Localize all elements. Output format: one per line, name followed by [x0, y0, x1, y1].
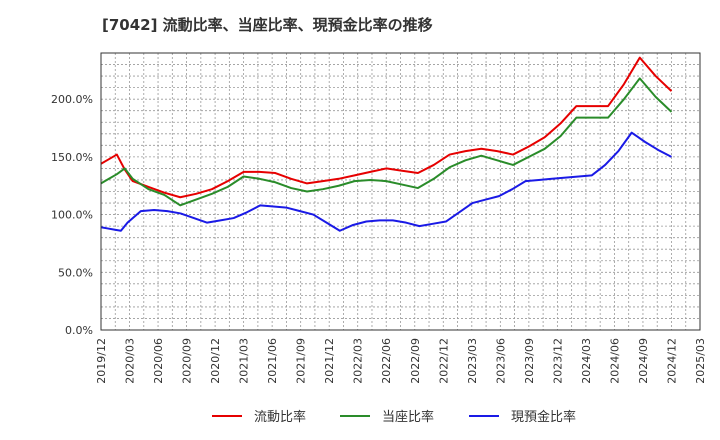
series-line-3 — [100, 131, 672, 232]
legend-label-1: 流動比率 — [254, 409, 306, 425]
x-tick-label: 2021/03 — [238, 338, 251, 384]
legend: 流動比率 当座比率 現預金比率 — [212, 409, 576, 425]
y-tick-label: 100.0% — [51, 209, 93, 222]
x-tick-label: 2020/06 — [152, 338, 165, 384]
y-tick-label: 150.0% — [51, 151, 93, 164]
x-tick-label: 2021/12 — [323, 338, 336, 384]
x-tick-label: 2022/06 — [380, 338, 393, 384]
x-tick-label: 2023/09 — [523, 338, 536, 384]
series-layer — [100, 56, 673, 232]
x-tick-label: 2025/03 — [694, 338, 707, 384]
legend-label-2: 当座比率 — [382, 409, 434, 425]
x-tick-label: 2022/09 — [409, 338, 422, 384]
x-axis: 2019/12 2020/03 2020/06 2020/09 2020/12 2021/… — [95, 338, 707, 384]
x-tick-label: 2024/09 — [637, 338, 650, 384]
x-tick-label: 2023/03 — [466, 338, 479, 384]
series-line-1 — [100, 56, 673, 199]
x-tick-label: 2022/12 — [437, 338, 450, 384]
x-tick-label: 2020/09 — [181, 338, 194, 384]
y-axis: 0.0% 50.0% 100.0% 150.0% 200.0% — [51, 93, 93, 337]
legend-label-3: 現預金比率 — [511, 409, 576, 425]
y-tick-label: 200.0% — [51, 93, 93, 106]
x-tick-label: 2020/12 — [209, 338, 222, 384]
x-tick-label: 2023/12 — [551, 338, 564, 384]
x-tick-label: 2020/03 — [124, 338, 137, 384]
x-tick-label: 2022/03 — [352, 338, 365, 384]
x-tick-label: 2019/12 — [95, 338, 108, 384]
x-tick-label: 2024/03 — [580, 338, 593, 384]
x-tick-label: 2024/06 — [608, 338, 621, 384]
x-tick-label: 2021/06 — [266, 338, 279, 384]
chart-title: [7042] 流動比率、当座比率、現預金比率の推移 — [102, 16, 433, 34]
x-tick-label: 2023/06 — [494, 338, 507, 384]
x-tick-label: 2024/12 — [665, 338, 678, 384]
plot-frame — [100, 52, 701, 331]
series-line-2 — [100, 77, 673, 207]
y-tick-label: 0.0% — [65, 324, 93, 337]
y-tick-label: 50.0% — [58, 266, 93, 279]
grid — [101, 53, 700, 330]
x-tick-label: 2021/09 — [295, 338, 308, 384]
